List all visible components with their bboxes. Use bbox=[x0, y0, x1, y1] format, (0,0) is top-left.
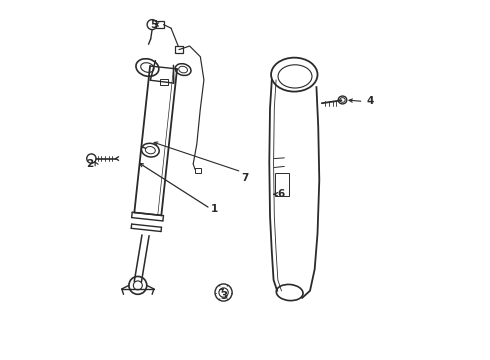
Text: 2: 2 bbox=[86, 159, 93, 169]
Text: 5: 5 bbox=[150, 19, 157, 30]
Text: 1: 1 bbox=[211, 203, 218, 213]
Text: 6: 6 bbox=[277, 189, 284, 199]
Bar bbox=[275, 173, 289, 196]
Bar bbox=[156, 21, 164, 28]
Bar bbox=[160, 79, 168, 85]
Bar bbox=[195, 168, 201, 173]
Text: 4: 4 bbox=[367, 96, 374, 107]
Text: 7: 7 bbox=[241, 173, 249, 183]
Bar bbox=[175, 46, 183, 53]
Text: 3: 3 bbox=[220, 291, 227, 301]
